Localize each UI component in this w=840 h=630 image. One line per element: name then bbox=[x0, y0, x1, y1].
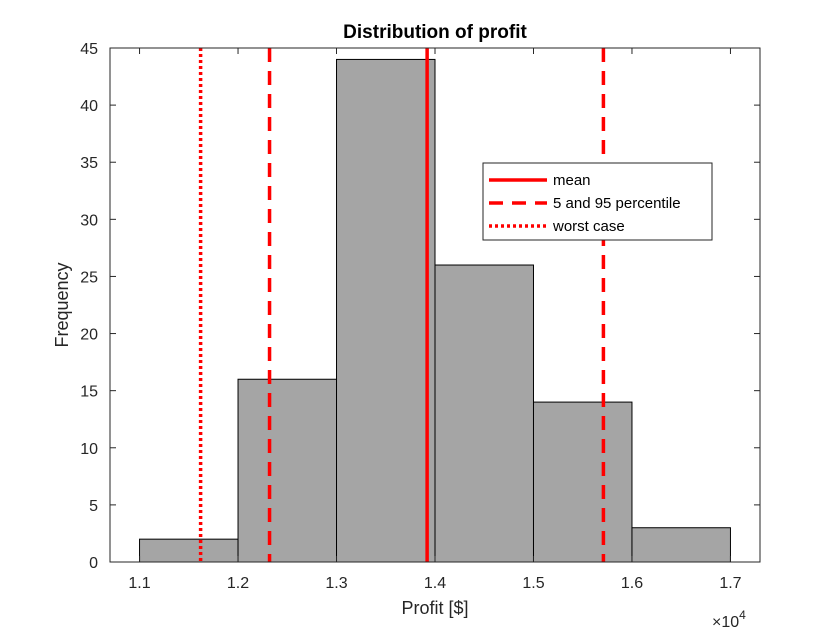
histogram-bar-5 bbox=[631, 527, 731, 563]
histogram-bars bbox=[139, 58, 731, 563]
legend-label-1: 5 and 95 percentile bbox=[553, 195, 681, 212]
histogram-bar-1 bbox=[237, 378, 338, 563]
histogram-bar-3 bbox=[434, 264, 534, 563]
x-tick-label-5: 1.6 bbox=[621, 575, 643, 592]
reference-lines bbox=[198, 48, 606, 562]
chart-title: Distribution of profit bbox=[343, 22, 527, 43]
x-axis-exponent-power: 4 bbox=[739, 608, 746, 622]
y-tick-label-9: 45 bbox=[80, 41, 98, 58]
y-tick-label-0: 0 bbox=[89, 555, 98, 572]
x-tick-label-6: 1.7 bbox=[719, 575, 741, 592]
x-axis-exponent: ×104 bbox=[712, 608, 746, 630]
x-tick-label-0: 1.1 bbox=[128, 575, 150, 592]
y-axis-label: Frequency bbox=[52, 262, 72, 347]
y-axis-ticks: 0 5 10 15 20 25 30 35 40 45 bbox=[80, 41, 760, 572]
x-tick-label-3: 1.4 bbox=[424, 575, 446, 592]
y-tick-label-8: 40 bbox=[80, 98, 98, 115]
legend: mean 5 and 95 percentile worst case bbox=[482, 162, 713, 241]
x-axis-exponent-base: ×10 bbox=[712, 614, 739, 630]
y-tick-label-7: 35 bbox=[80, 155, 98, 172]
x-tick-label-2: 1.3 bbox=[325, 575, 347, 592]
y-tick-label-2: 10 bbox=[80, 441, 98, 458]
y-tick-label-5: 25 bbox=[80, 269, 98, 286]
x-axis-ticks: 1.1 1.2 1.3 1.4 1.5 1.6 1.7 bbox=[128, 48, 742, 592]
x-axis-label: Profit [$] bbox=[401, 598, 468, 618]
histogram-bar-2 bbox=[336, 58, 436, 563]
histogram-bar-4 bbox=[532, 401, 633, 563]
y-tick-label-4: 20 bbox=[80, 327, 98, 344]
y-tick-label-6: 30 bbox=[80, 212, 98, 229]
y-tick-label-1: 5 bbox=[89, 498, 98, 515]
histogram-bar-0 bbox=[139, 538, 239, 563]
legend-label-0: mean bbox=[553, 172, 591, 189]
legend-label-2: worst case bbox=[552, 218, 625, 235]
x-tick-label-1: 1.2 bbox=[227, 575, 249, 592]
y-tick-label-3: 15 bbox=[80, 384, 98, 401]
x-tick-label-4: 1.5 bbox=[522, 575, 544, 592]
